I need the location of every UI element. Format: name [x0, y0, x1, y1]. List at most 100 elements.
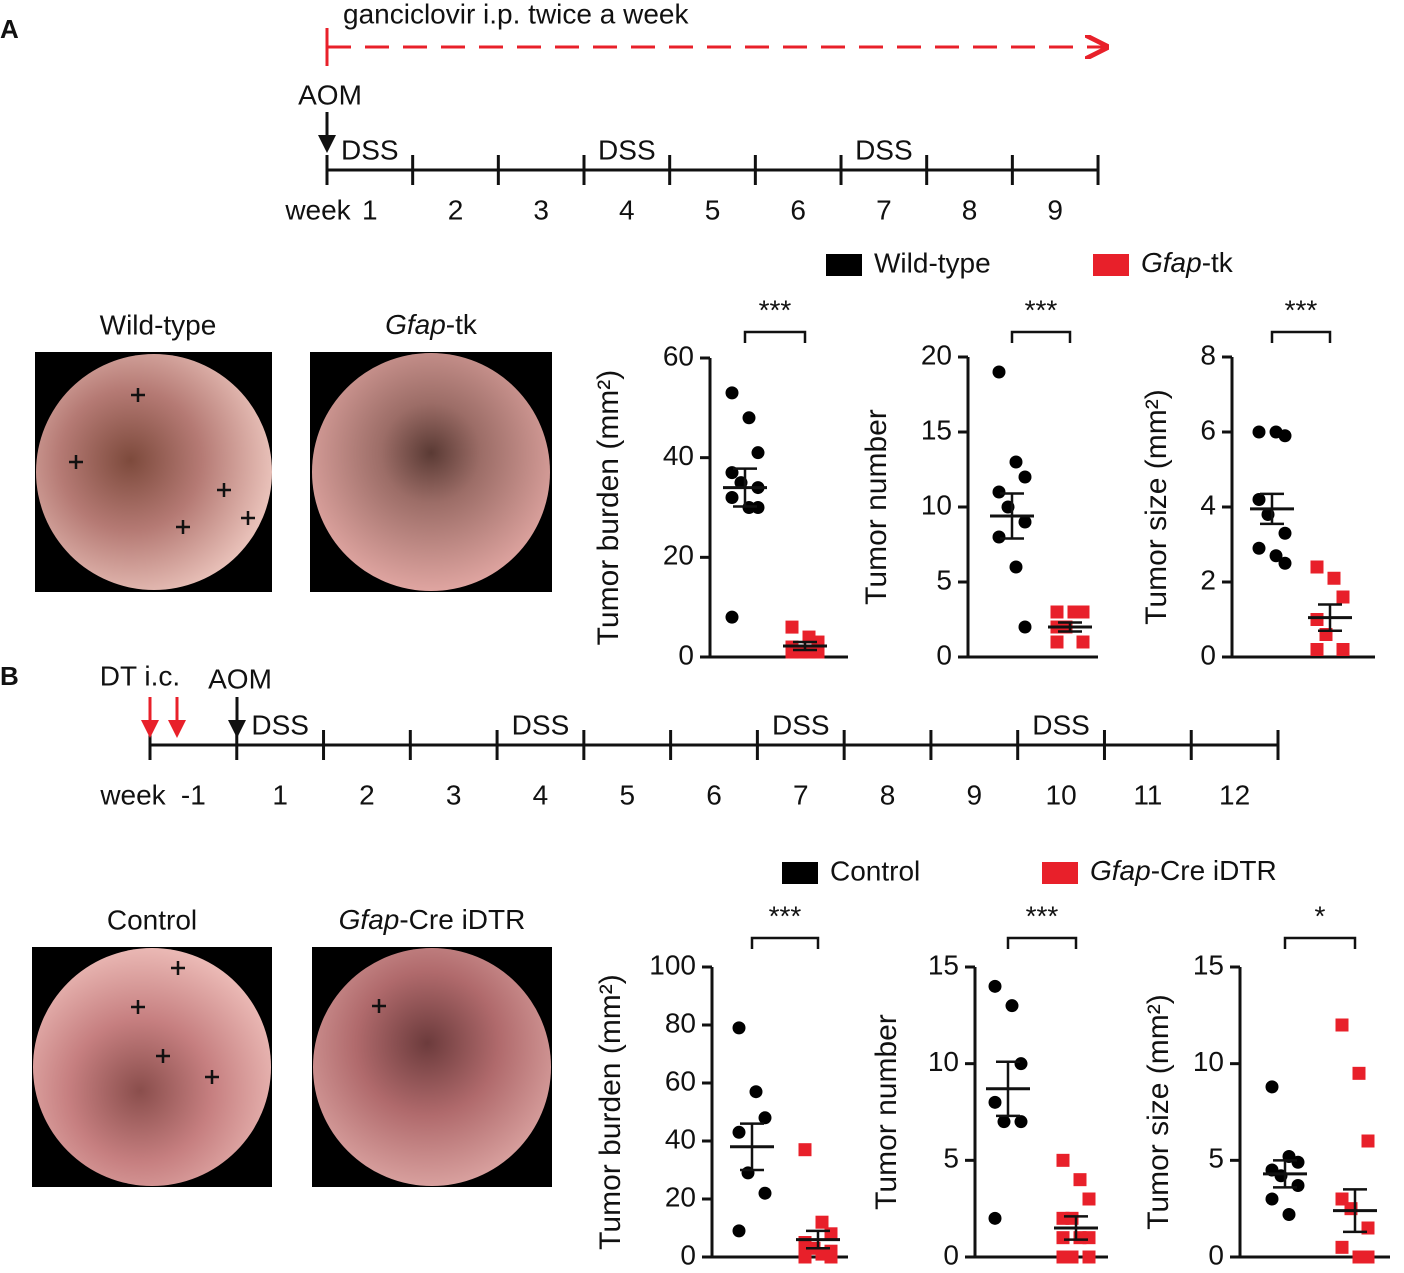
data-point [1278, 526, 1292, 540]
sem-bar [1260, 492, 1284, 526]
data-point [1018, 620, 1032, 634]
data-point [1291, 1155, 1305, 1169]
data-point [1278, 429, 1292, 443]
sem-bar [740, 1122, 764, 1172]
data-point [1076, 635, 1090, 649]
data-point [1014, 1115, 1028, 1129]
data-point [725, 386, 739, 400]
data-point [785, 620, 799, 634]
y-axis-label: Tumor number [860, 409, 893, 605]
y-tick-label: 60 [663, 340, 694, 371]
significance-label: * [1315, 900, 1326, 931]
data-point [1009, 560, 1023, 574]
significance-label: *** [1025, 294, 1058, 325]
image-title: Control [107, 904, 197, 935]
data-point [1014, 1057, 1028, 1071]
y-tick-label: 40 [665, 1123, 696, 1154]
sem-bar [733, 467, 757, 508]
data-point [1336, 643, 1350, 656]
data-point [732, 1224, 746, 1238]
y-axis-label: Tumor burden (mm²) [592, 370, 625, 646]
week-number: 6 [790, 194, 806, 225]
data-point [1352, 1066, 1366, 1080]
data-point [1361, 1134, 1375, 1148]
data-point [1336, 590, 1350, 604]
sem-bar [996, 1060, 1020, 1118]
y-tick-label: 20 [665, 1181, 696, 1212]
week-number: 4 [533, 779, 549, 810]
y-tick-label: 60 [665, 1065, 696, 1096]
week-number: 4 [619, 194, 635, 225]
data-point [824, 1250, 838, 1264]
data-point [725, 610, 739, 624]
week-number: 1 [362, 194, 378, 225]
week-label: week [99, 779, 166, 810]
legend-swatch [826, 254, 862, 276]
injection-label: AOM [298, 79, 362, 110]
data-point [798, 1143, 812, 1157]
y-tick-label: 6 [1200, 414, 1216, 445]
sem-bar [1000, 492, 1024, 540]
data-point [1065, 1250, 1079, 1264]
significance-bracket [750, 936, 820, 949]
data-point [1252, 541, 1266, 555]
sem-bar [1318, 603, 1342, 632]
y-tick-label: 5 [936, 564, 952, 595]
week-number: 1 [272, 779, 288, 810]
legend-label: Gfap-tk [1141, 247, 1234, 278]
data-point [1335, 1018, 1349, 1032]
week-number: -1 [181, 779, 206, 810]
legend-label: Gfap-Cre iDTR [1090, 855, 1277, 886]
data-point [1269, 549, 1283, 563]
data-point [1050, 635, 1064, 649]
image-title: Gfap-tk [385, 309, 478, 340]
y-axis-label: Tumor number [870, 1014, 903, 1210]
week-number: 8 [962, 194, 978, 225]
data-point [1009, 455, 1023, 469]
legend-label: Wild-type [874, 247, 991, 278]
data-point [1073, 1173, 1087, 1187]
significance-bracket [1006, 936, 1078, 949]
sem-bar [806, 1229, 830, 1250]
endoscopy-image [32, 352, 552, 1187]
sem-bar [1058, 621, 1082, 633]
y-tick-label: 20 [663, 540, 694, 571]
data-point [1310, 643, 1324, 656]
week-number: 8 [880, 779, 896, 810]
y-tick-label: 10 [1193, 1046, 1224, 1077]
y-axis-label: Tumor size (mm²) [1140, 389, 1173, 625]
significance-label: *** [759, 294, 792, 325]
week-number: 3 [446, 779, 462, 810]
pretreatment-label: DT i.c. [100, 660, 180, 691]
y-tick-label: 10 [928, 1046, 959, 1077]
week-number: 3 [533, 194, 549, 225]
data-point [751, 446, 765, 460]
dss-label: DSS [251, 709, 309, 740]
data-point [1265, 1192, 1279, 1206]
dss-label: DSS [772, 709, 830, 740]
y-tick-label: 5 [1208, 1143, 1224, 1174]
data-point [1252, 425, 1266, 439]
data-point [1327, 571, 1341, 585]
treatment-label: ganciclovir i.p. twice a week [343, 0, 689, 29]
y-tick-label: 0 [943, 1239, 959, 1270]
data-point [725, 491, 739, 505]
dss-label: DSS [512, 709, 570, 740]
week-number: 5 [619, 779, 635, 810]
data-point [992, 365, 1006, 379]
data-point [1291, 1178, 1305, 1192]
week-number: 7 [793, 779, 809, 810]
dss-label: DSS [341, 134, 399, 165]
legend-swatch [1042, 862, 1078, 884]
week-number: 5 [705, 194, 721, 225]
data-point [988, 1211, 1002, 1225]
data-point [1265, 1080, 1279, 1094]
sem-bar [1273, 1159, 1297, 1189]
data-point [798, 1250, 812, 1264]
data-point [751, 501, 765, 514]
y-tick-label: 5 [943, 1143, 959, 1174]
data-point [1282, 1207, 1296, 1221]
data-point [758, 1186, 772, 1200]
y-tick-label: 100 [649, 949, 696, 980]
